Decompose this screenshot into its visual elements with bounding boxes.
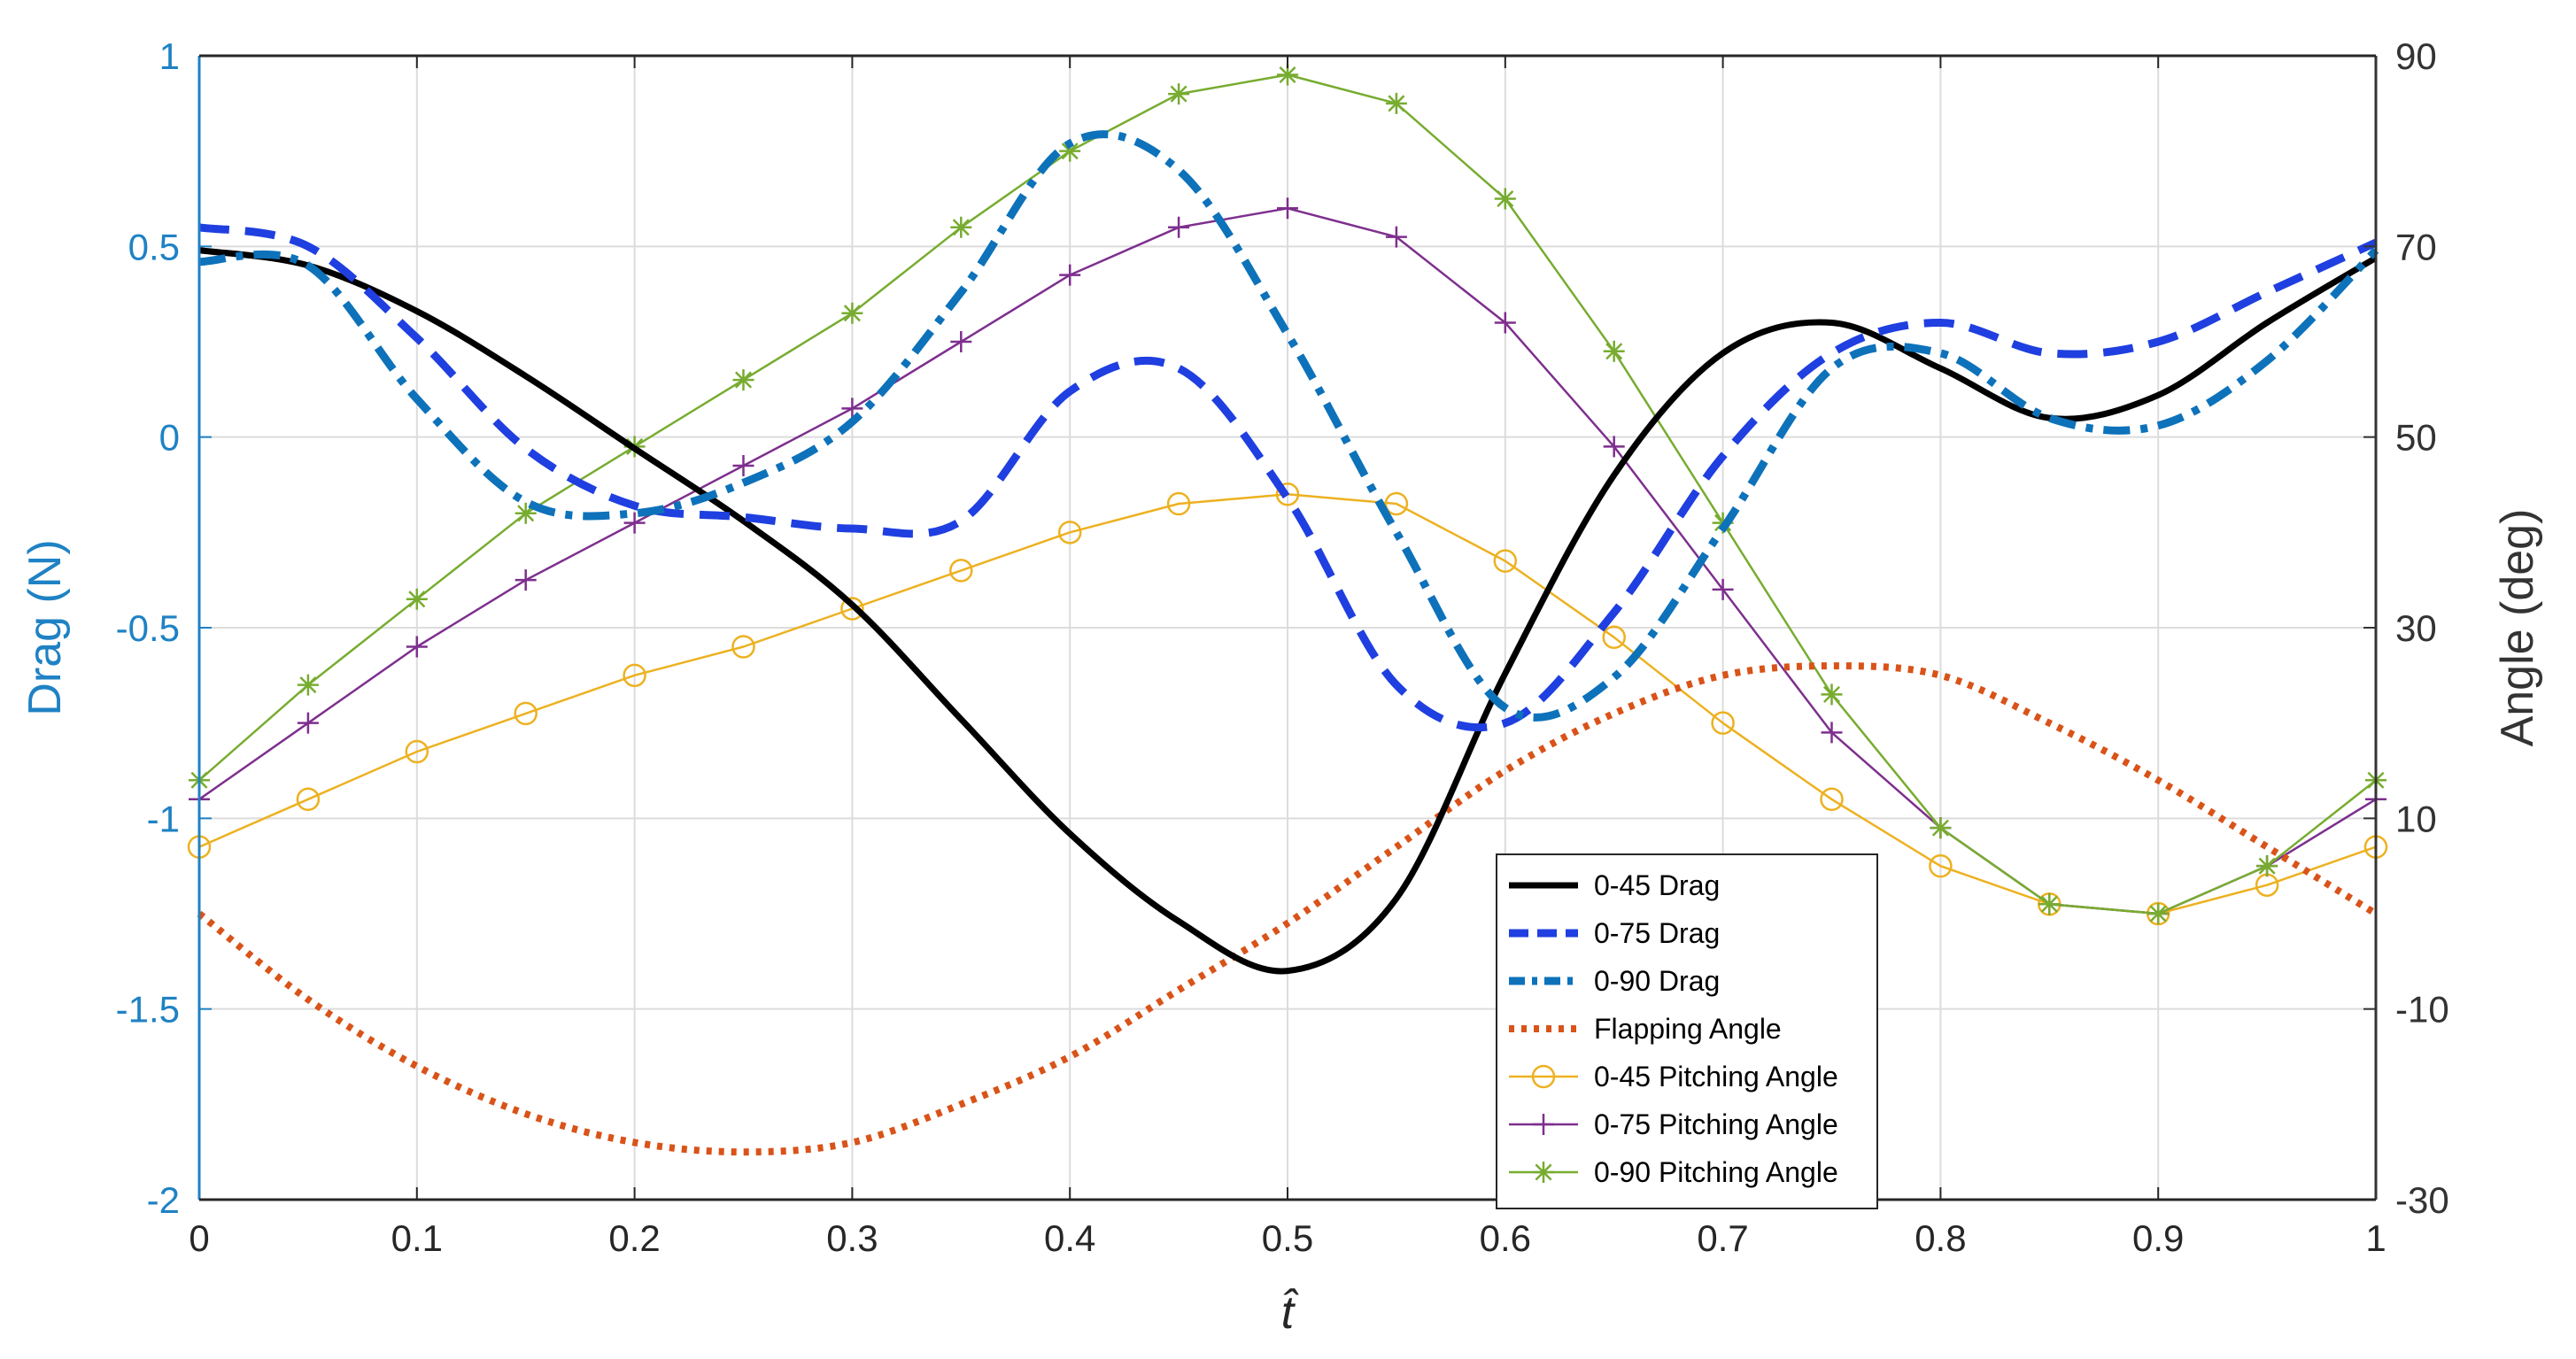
y-left-tick-label: -2: [147, 1179, 180, 1221]
tick-labels: 0 0.1 0.2 0.3 0.4 0.5 0.6 0.7 0.8 0.9 1 -2 -1.5 -1 -0.…: [116, 35, 2449, 1259]
y-left-tick-label: 1: [159, 35, 180, 77]
y-left-tick-label: -1: [147, 798, 180, 839]
y-right-tick-label: 50: [2395, 417, 2437, 459]
data-point-0-45-pitching-angle: [1057, 521, 1082, 544]
data-point-0-90-pitching-angle: [732, 369, 754, 391]
legend-label-0-45-pitching-angle: 0-45 Pitching Angle: [1594, 1061, 1838, 1093]
data-point-0-75-pitching-angle: [841, 398, 863, 420]
y-right-tick-label: 90: [2395, 35, 2437, 77]
legend: 0-45 Drag 0-75 Drag 0-90 Drag Flapping Angl…: [1496, 853, 1878, 1209]
data-point-0-45-pitching-angle: [1166, 491, 1191, 516]
y-axis-left-title: Drag (N): [19, 539, 71, 715]
data-point-0-90-pitching-angle: [1821, 683, 1843, 706]
data-point-0-90-pitching-angle: [2256, 855, 2278, 877]
data-point-0-45-pitching-angle: [1493, 549, 1518, 573]
legend-label-0-45-drag: 0-45 Drag: [1594, 869, 1720, 901]
data-point-0-75-pitching-angle: [1821, 722, 1843, 744]
data-point-0-90-pitching-angle: [1603, 340, 1625, 362]
x-tick-label: 0.4: [1044, 1217, 1095, 1259]
data-point-0-75-pitching-angle: [732, 454, 754, 476]
x-tick-label: 0.6: [1480, 1217, 1531, 1259]
data-point-0-75-pitching-angle: [950, 331, 972, 352]
x-tick-label: 0.5: [1262, 1217, 1313, 1259]
data-point-0-90-pitching-angle: [2038, 893, 2061, 915]
data-point-0-45-pitching-angle: [1275, 483, 1300, 506]
y-left-tick-label: -1.5: [116, 989, 180, 1031]
data-point-0-90-pitching-angle: [406, 588, 428, 610]
data-point-0-75-pitching-angle: [1059, 264, 1081, 286]
data-point-0-75-pitching-angle: [297, 712, 319, 734]
data-point-0-75-pitching-angle: [406, 636, 428, 658]
data-point-0-75-pitching-angle: [623, 512, 646, 534]
data-point-0-90-pitching-angle: [1059, 140, 1081, 162]
x-tick-label: 0.9: [2132, 1217, 2184, 1259]
y-right-tick-label: 70: [2395, 226, 2437, 267]
data-point-0-90-pitching-angle: [841, 302, 863, 324]
data-point-0-90-pitching-angle: [1930, 817, 1952, 839]
legend-label-0-90-pitching-angle: 0-90 Pitching Angle: [1594, 1156, 1838, 1188]
series-0-75-drag: [198, 223, 2378, 732]
data-point-0-90-pitching-angle: [297, 674, 319, 696]
y-right-tick-label: 10: [2395, 798, 2437, 839]
data-point-0-45-pitching-angle: [514, 701, 538, 726]
data-point-0-90-pitching-angle: [1277, 64, 1298, 86]
data-point-0-45-pitching-angle: [1929, 853, 1953, 878]
data-point-0-90-pitching-angle: [950, 216, 972, 238]
y-axis-right-title: Angle (deg): [2492, 509, 2543, 747]
grid: [199, 56, 2376, 1200]
axes: [197, 54, 2378, 1201]
data-point-0-45-pitching-angle: [405, 739, 429, 764]
series-layer: [187, 64, 2388, 1156]
data-point-0-90-pitching-angle: [2147, 903, 2170, 924]
series-0-45-drag: [198, 247, 2378, 975]
data-point-0-90-pitching-angle: [514, 502, 537, 524]
legend-label-0-90-drag: 0-90 Drag: [1594, 965, 1720, 997]
series-line-flapping-angle: [197, 662, 2379, 1156]
y-left-tick-label: 0: [159, 417, 180, 459]
data-point-0-45-pitching-angle: [623, 663, 646, 688]
series-line-0-45-drag: [198, 247, 2378, 975]
x-tick-label: 1: [2365, 1217, 2386, 1259]
y-right-tick-label: -30: [2395, 1179, 2449, 1221]
data-point-0-75-pitching-angle: [1168, 216, 1190, 238]
data-point-0-90-pitching-angle: [1385, 92, 1407, 114]
data-point-0-75-pitching-angle: [1385, 226, 1407, 248]
series-flapping-angle: [197, 662, 2379, 1156]
legend-label-0-75-pitching-angle: 0-75 Pitching Angle: [1594, 1108, 1838, 1140]
x-tick-label: 0.2: [608, 1217, 660, 1259]
legend-label-flapping-angle: Flapping Angle: [1594, 1013, 1782, 1045]
data-point-0-45-pitching-angle: [1820, 787, 1844, 812]
data-point-0-75-pitching-angle: [1603, 436, 1625, 458]
data-point-0-45-pitching-angle: [840, 597, 864, 621]
legend-marker-0-45-pitching-angle: [1531, 1064, 1556, 1089]
data-point-0-45-pitching-angle: [949, 559, 973, 583]
data-point-0-75-pitching-angle: [1277, 197, 1298, 220]
x-axis-title: t̂: [1281, 1287, 1299, 1339]
data-point-0-45-pitching-angle: [1384, 491, 1409, 516]
y-left-tick-label: -0.5: [116, 607, 180, 649]
x-tick-label: 0.8: [1915, 1217, 1966, 1259]
data-point-0-75-pitching-angle: [1494, 312, 1516, 334]
y-right-tick-label: 30: [2395, 607, 2437, 649]
x-tick-label: 0.7: [1697, 1217, 1748, 1259]
data-point-0-90-pitching-angle: [1168, 83, 1190, 105]
data-point-0-90-pitching-angle: [1494, 188, 1516, 210]
x-tick-label: 0: [189, 1217, 209, 1259]
y-right-tick-label: -10: [2395, 989, 2449, 1031]
x-tick-label: 0.1: [391, 1217, 443, 1259]
legend-marker-0-75-pitching-angle: [1533, 1114, 1554, 1135]
series-line-0-75-drag: [198, 223, 2378, 732]
legend-marker-0-90-pitching-angle: [1533, 1162, 1554, 1183]
data-point-0-45-pitching-angle: [731, 635, 755, 659]
data-point-0-45-pitching-angle: [1602, 625, 1626, 650]
data-point-0-75-pitching-angle: [1712, 578, 1734, 600]
data-point-0-75-pitching-angle: [514, 569, 537, 591]
x-tick-label: 0.3: [826, 1217, 878, 1259]
legend-label-0-75-drag: 0-75 Drag: [1594, 917, 1720, 949]
data-point-0-45-pitching-angle: [1711, 711, 1735, 735]
data-point-0-45-pitching-angle: [296, 787, 321, 812]
y-left-tick-label: 0.5: [128, 226, 180, 267]
